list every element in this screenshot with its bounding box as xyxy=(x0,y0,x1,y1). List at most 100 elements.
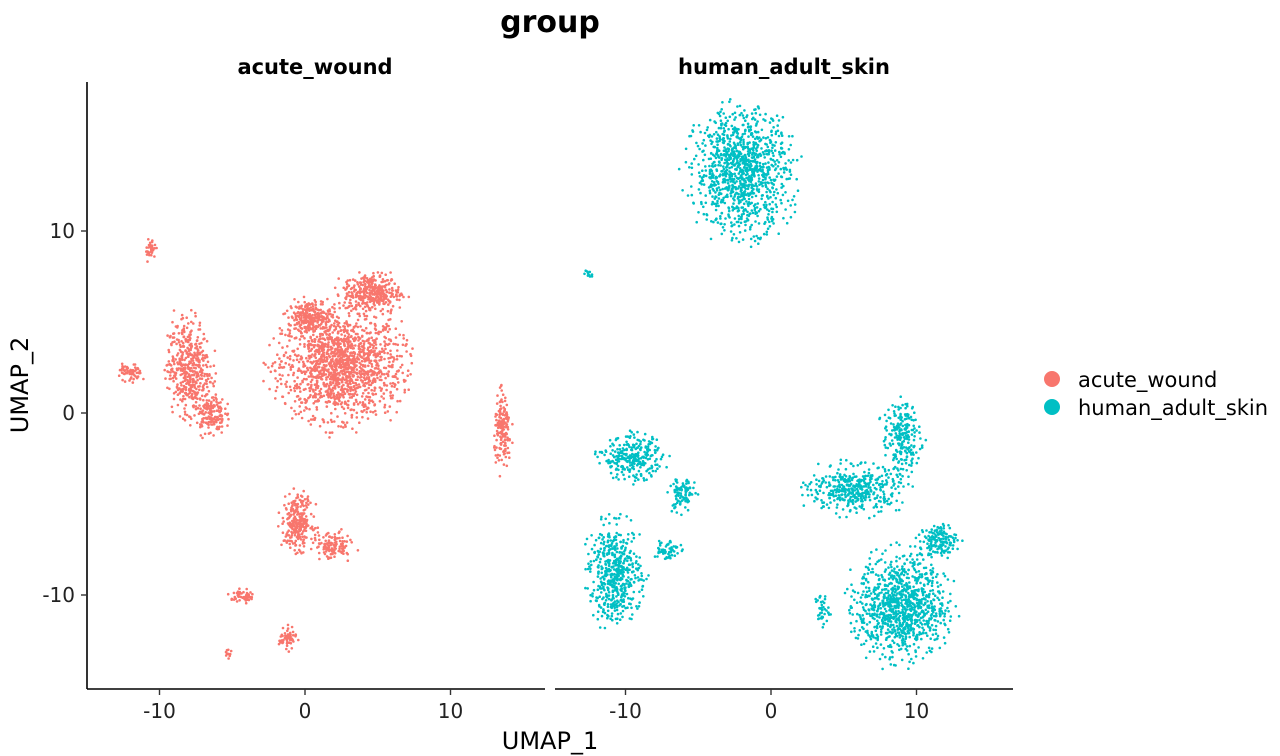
point-1-0 xyxy=(773,190,776,194)
point-0-2 xyxy=(306,305,309,308)
point-1-1 xyxy=(620,455,624,458)
point-0-0 xyxy=(405,342,408,346)
point-0-0 xyxy=(262,361,266,365)
point-1-0 xyxy=(724,124,728,128)
point-1-0 xyxy=(729,98,732,101)
point-0-3 xyxy=(195,339,199,343)
point-0-0 xyxy=(342,407,346,411)
point-0-0 xyxy=(342,390,346,394)
point-1-0 xyxy=(781,115,785,119)
point-0-3 xyxy=(172,332,176,335)
point-0-3 xyxy=(179,398,182,401)
point-0-0 xyxy=(275,385,279,389)
point-0-0 xyxy=(285,380,289,384)
point-0-1 xyxy=(395,293,398,296)
point-1-0 xyxy=(751,160,755,163)
point-0-0 xyxy=(346,345,350,349)
point-0-7 xyxy=(507,451,511,455)
point-0-3 xyxy=(190,342,193,346)
point-0-0 xyxy=(339,366,343,370)
point-0-3 xyxy=(195,345,199,348)
point-0-3 xyxy=(202,398,205,402)
point-0-0 xyxy=(398,333,402,337)
point-0-3 xyxy=(178,415,182,418)
point-1-0 xyxy=(758,183,761,186)
point-0-0 xyxy=(284,351,288,354)
point-0-0 xyxy=(332,392,336,395)
point-1-2 xyxy=(674,503,677,506)
point-0-3 xyxy=(193,414,196,417)
point-0-0 xyxy=(350,334,353,338)
point-0-8 xyxy=(294,552,298,556)
point-1-0 xyxy=(764,137,768,140)
point-0-0 xyxy=(363,318,367,321)
point-1-0 xyxy=(700,183,703,186)
point-0-0 xyxy=(346,360,350,364)
point-0-7 xyxy=(500,398,503,401)
point-0-8 xyxy=(306,524,310,527)
point-0-8 xyxy=(298,544,302,547)
point-0-11 xyxy=(278,639,281,643)
point-0-0 xyxy=(378,350,382,354)
point-0-0 xyxy=(350,416,354,419)
point-0-7 xyxy=(505,417,508,421)
point-0-0 xyxy=(356,353,360,356)
point-0-3 xyxy=(177,367,181,370)
point-0-11 xyxy=(287,634,290,637)
point-0-1 xyxy=(365,291,369,295)
point-0-1 xyxy=(369,295,373,299)
point-1-1 xyxy=(665,465,668,469)
point-0-0 xyxy=(355,431,358,434)
point-1-0 xyxy=(728,143,731,147)
point-0-8 xyxy=(291,527,294,531)
point-0-3 xyxy=(208,374,211,377)
chart-title: group xyxy=(500,5,600,40)
point-0-2 xyxy=(313,313,317,317)
point-0-0 xyxy=(317,376,321,380)
point-0-0 xyxy=(355,411,359,415)
point-1-0 xyxy=(724,155,728,158)
point-0-3 xyxy=(174,325,178,328)
point-0-6 xyxy=(153,243,157,247)
point-1-0 xyxy=(719,215,722,218)
point-1-0 xyxy=(726,135,729,138)
point-1-1 xyxy=(609,445,612,448)
point-0-3 xyxy=(205,372,209,376)
point-0-0 xyxy=(379,343,382,346)
point-1-0 xyxy=(746,145,749,149)
point-0-0 xyxy=(396,343,400,347)
point-0-0 xyxy=(329,389,333,393)
point-0-0 xyxy=(351,329,354,333)
point-1-0 xyxy=(743,159,746,162)
point-0-0 xyxy=(352,385,356,389)
point-0-0 xyxy=(340,405,344,409)
point-1-0 xyxy=(745,184,748,187)
point-0-1 xyxy=(367,281,370,285)
point-1-2 xyxy=(688,486,692,490)
point-1-1 xyxy=(633,462,636,466)
point-1-0 xyxy=(695,141,698,145)
point-1-0 xyxy=(774,163,777,166)
point-0-0 xyxy=(372,346,375,350)
point-1-0 xyxy=(731,183,734,187)
point-1-1 xyxy=(642,461,646,464)
point-0-11 xyxy=(286,641,289,644)
point-0-0 xyxy=(322,346,325,349)
point-0-0 xyxy=(323,330,326,334)
point-1-0 xyxy=(697,171,701,174)
point-1-0 xyxy=(722,130,726,133)
point-0-0 xyxy=(370,374,373,377)
point-0-3 xyxy=(190,392,194,396)
point-0-0 xyxy=(311,353,314,356)
point-0-0 xyxy=(307,340,311,343)
point-0-7 xyxy=(505,464,509,468)
point-0-0 xyxy=(374,343,378,346)
point-1-0 xyxy=(733,195,736,198)
point-1-0 xyxy=(744,153,747,157)
point-1-0 xyxy=(787,177,790,181)
point-1-0 xyxy=(684,147,688,151)
point-0-0 xyxy=(304,406,308,409)
point-0-9 xyxy=(317,534,321,537)
point-0-10 xyxy=(251,592,254,596)
point-0-4 xyxy=(215,400,218,404)
